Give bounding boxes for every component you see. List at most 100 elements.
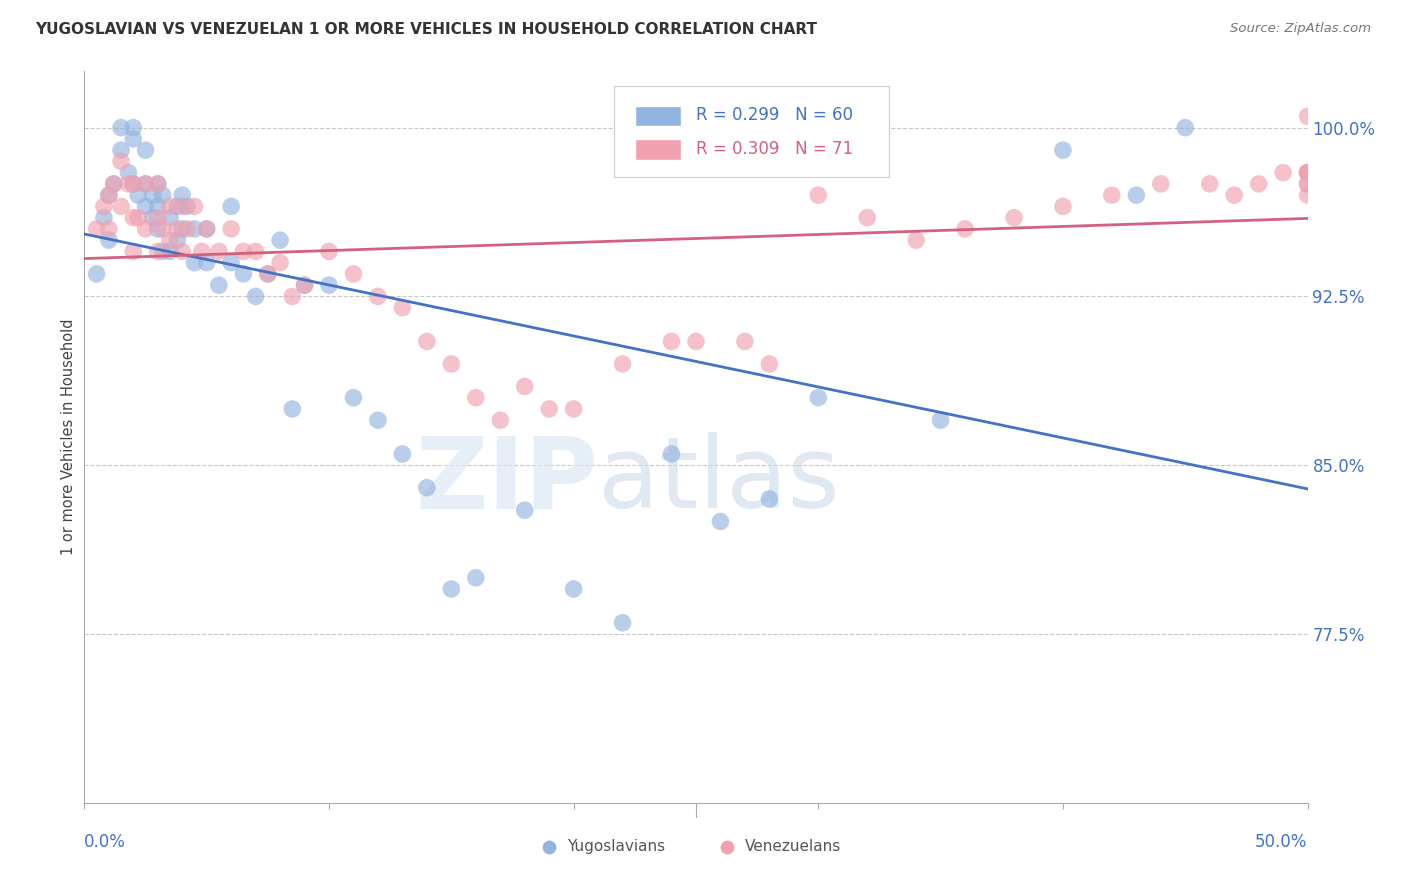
Point: [110, 154, 132, 169]
Text: 0.0%: 0.0%: [84, 833, 127, 851]
Point: [464, 571, 486, 585]
Point: [1296, 109, 1319, 123]
Point: [122, 244, 145, 259]
FancyBboxPatch shape: [614, 86, 889, 178]
Point: [146, 177, 169, 191]
Point: [281, 401, 304, 416]
Point: [807, 188, 830, 202]
Point: [929, 413, 952, 427]
Text: Source: ZipAtlas.com: Source: ZipAtlas.com: [1230, 22, 1371, 36]
Point: [152, 244, 174, 259]
Point: [103, 177, 125, 191]
Point: [172, 188, 194, 202]
Point: [166, 222, 188, 236]
Point: [176, 222, 198, 236]
Point: [342, 391, 364, 405]
Point: [110, 143, 132, 157]
Point: [97, 222, 120, 236]
Point: [219, 199, 242, 213]
Point: [110, 199, 132, 213]
Point: [208, 278, 231, 293]
Point: [1150, 177, 1173, 191]
Point: [856, 211, 879, 225]
Point: [661, 334, 683, 349]
Point: [110, 120, 132, 135]
Point: [159, 199, 181, 213]
Point: [135, 143, 157, 157]
Point: [953, 222, 976, 236]
Point: [122, 177, 145, 191]
Point: [183, 255, 205, 269]
Point: [538, 401, 561, 416]
Text: ZIP: ZIP: [415, 433, 598, 530]
Point: [758, 357, 780, 371]
Point: [257, 267, 280, 281]
Point: [135, 177, 157, 191]
Point: [146, 222, 169, 236]
Point: [152, 188, 174, 202]
Text: R = 0.309   N = 71: R = 0.309 N = 71: [696, 140, 853, 158]
Point: [612, 615, 634, 630]
Point: [807, 391, 830, 405]
Point: [127, 211, 149, 225]
Point: [191, 244, 214, 259]
Point: [367, 289, 389, 303]
Point: [464, 391, 486, 405]
Point: [208, 244, 231, 259]
Point: [159, 233, 181, 247]
Y-axis label: 1 or more Vehicles in Household: 1 or more Vehicles in Household: [60, 318, 76, 556]
Point: [135, 177, 157, 191]
Point: [281, 289, 304, 303]
Point: [489, 413, 512, 427]
Text: Venezuelans: Venezuelans: [745, 839, 841, 855]
Point: [142, 188, 165, 202]
Point: [122, 177, 145, 191]
Point: [195, 222, 218, 236]
Point: [1101, 188, 1123, 202]
FancyBboxPatch shape: [636, 106, 682, 127]
Point: [513, 379, 536, 393]
Point: [391, 301, 413, 315]
Point: [612, 357, 634, 371]
Point: [661, 447, 683, 461]
Point: [159, 244, 181, 259]
Point: [166, 233, 188, 247]
Point: [219, 255, 242, 269]
FancyBboxPatch shape: [636, 139, 682, 160]
Point: [93, 211, 115, 225]
Point: [232, 267, 254, 281]
Point: [318, 278, 340, 293]
Point: [172, 199, 194, 213]
Point: [1223, 188, 1246, 202]
Point: [1296, 188, 1319, 202]
Point: [513, 503, 536, 517]
Point: [257, 267, 280, 281]
Point: [1198, 177, 1220, 191]
Point: [135, 199, 157, 213]
Point: [905, 233, 928, 247]
Text: YUGOSLAVIAN VS VENEZUELAN 1 OR MORE VEHICLES IN HOUSEHOLD CORRELATION CHART: YUGOSLAVIAN VS VENEZUELAN 1 OR MORE VEHI…: [35, 22, 817, 37]
Point: [269, 233, 291, 247]
Point: [103, 177, 125, 191]
Point: [1296, 166, 1319, 180]
Point: [97, 233, 120, 247]
Point: [183, 222, 205, 236]
Point: [183, 199, 205, 213]
Point: [146, 177, 169, 191]
Text: Yugoslavians: Yugoslavians: [568, 839, 665, 855]
Point: [122, 132, 145, 146]
Point: [232, 244, 254, 259]
Point: [146, 244, 169, 259]
Point: [440, 582, 463, 596]
Point: [1125, 188, 1147, 202]
Point: [219, 222, 242, 236]
Point: [122, 120, 145, 135]
Point: [734, 334, 756, 349]
Point: [159, 211, 181, 225]
Point: [195, 222, 218, 236]
Text: R = 0.299   N = 60: R = 0.299 N = 60: [696, 106, 853, 124]
Point: [93, 199, 115, 213]
Point: [416, 334, 439, 349]
Point: [86, 267, 108, 281]
Point: [122, 211, 145, 225]
